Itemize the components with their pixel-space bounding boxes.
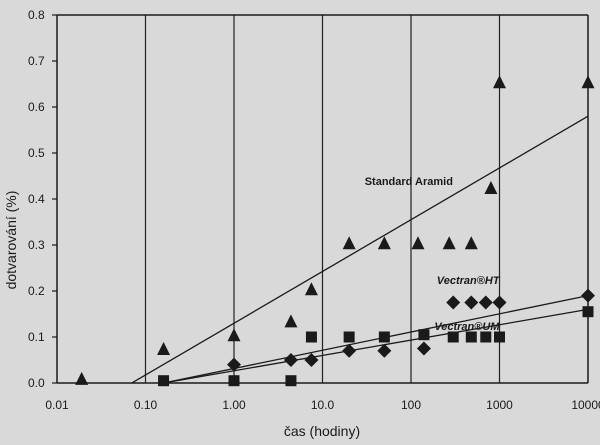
- square-point: [447, 331, 459, 343]
- square-point: [418, 329, 430, 341]
- y-tick-label: 0.2: [28, 284, 45, 298]
- square-point: [305, 331, 317, 343]
- diamond-point: [478, 295, 493, 310]
- triangle-point: [304, 282, 318, 296]
- diamond-point: [304, 353, 319, 367]
- series-label: Standard Aramid: [365, 176, 453, 188]
- diamond-point: [416, 341, 431, 356]
- square-point: [480, 331, 492, 343]
- x-tick-label: 1.00: [222, 398, 246, 412]
- trend-line: [131, 115, 589, 384]
- y-tick-label: 0.1: [28, 330, 45, 344]
- y-tick-label: 0.8: [28, 8, 45, 22]
- y-tick-label: 0.4: [28, 192, 45, 206]
- diamond-point: [581, 288, 595, 303]
- axes: [52, 14, 589, 384]
- series-label: Vectran®HT: [437, 275, 501, 287]
- square-point: [285, 375, 297, 387]
- square-point: [494, 331, 505, 343]
- triangle-point: [581, 75, 595, 89]
- square-point: [158, 375, 170, 387]
- diamond-point: [377, 343, 392, 358]
- x-axis-label: čas (hodiny): [284, 423, 360, 439]
- diamond-point: [342, 343, 357, 358]
- triangle-point: [342, 236, 356, 250]
- y-tick-label: 0.5: [28, 146, 45, 160]
- y-tick-label: 0.0: [28, 376, 45, 390]
- diamond-point: [492, 295, 507, 310]
- y-tick-label: 0.6: [28, 100, 45, 114]
- trend-lines: [131, 115, 589, 384]
- diamond-point: [446, 295, 461, 310]
- triangle-point: [464, 236, 478, 250]
- square-point: [343, 331, 355, 343]
- square-point: [378, 331, 390, 343]
- square-point: [582, 306, 594, 318]
- x-tick-label: 0.10: [134, 398, 158, 412]
- triangle-point: [157, 342, 171, 355]
- triangle-point: [484, 181, 498, 194]
- triangle-point: [442, 236, 456, 250]
- triangle-point: [493, 75, 506, 89]
- x-tick-label: 0.01: [45, 398, 69, 412]
- trend-line: [163, 308, 589, 384]
- diamond-point: [464, 295, 479, 310]
- square-point: [228, 375, 240, 387]
- x-tick-label: 1000: [486, 398, 513, 412]
- y-tick-label: 0.3: [28, 238, 45, 252]
- y-tick-label: 0.7: [28, 54, 45, 68]
- triangle-point: [284, 314, 298, 328]
- x-tick-label: 100: [401, 398, 421, 412]
- triangle-point: [227, 328, 241, 342]
- diamond-point: [283, 353, 298, 367]
- trend-line: [163, 294, 589, 384]
- series-label: Vectran®UM: [434, 321, 500, 333]
- data-points: [75, 75, 595, 387]
- x-tick-label: 10.0: [311, 398, 335, 412]
- triangle-point: [411, 236, 425, 250]
- triangle-point: [75, 371, 89, 385]
- y-axis-label: dotvarování (%): [3, 191, 19, 290]
- square-point: [465, 331, 477, 343]
- triangle-point: [377, 236, 391, 250]
- diamond-point: [227, 357, 241, 372]
- series-labels: Standard Aramid Vectran®HT Vectran®UM: [365, 176, 501, 333]
